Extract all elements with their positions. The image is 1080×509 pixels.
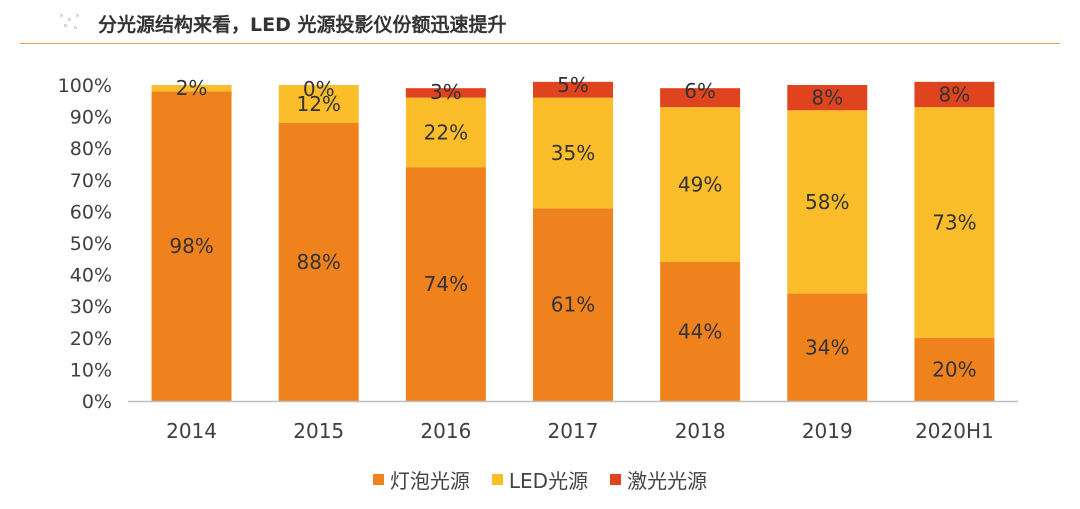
x-tick-label: 2014 — [166, 419, 217, 443]
bar-segment — [914, 107, 995, 338]
bar-segment — [660, 88, 741, 108]
data-label: 61% — [551, 293, 595, 317]
data-label: 3% — [430, 80, 462, 104]
data-label: 8% — [939, 82, 971, 106]
x-tick-label: 2020H1 — [915, 419, 994, 443]
data-label: 22% — [424, 120, 468, 144]
y-tick-label: 10% — [70, 359, 112, 381]
y-tick-label: 40% — [70, 265, 112, 287]
data-label: 88% — [296, 250, 340, 274]
legend-swatch-bulb — [372, 473, 384, 485]
data-label: 35% — [551, 141, 595, 165]
x-tick-label: 2017 — [548, 419, 599, 443]
data-label: 0% — [303, 77, 335, 101]
y-tick-label: 80% — [70, 138, 112, 160]
legend-item-led: LED光源 — [491, 465, 589, 494]
data-label: 98% — [169, 234, 213, 258]
y-tick-label: 70% — [70, 170, 112, 192]
x-tick-label: 2018 — [675, 419, 726, 443]
bar-segment — [533, 81, 613, 98]
data-label: 44% — [678, 319, 722, 343]
bar-segment — [278, 85, 359, 123]
bar-segment — [787, 110, 868, 294]
data-label: 5% — [557, 73, 589, 97]
bar-segment — [533, 208, 613, 401]
bar-segment — [914, 81, 995, 108]
bar-segment — [151, 91, 232, 401]
x-tick-label: 2016 — [420, 419, 471, 443]
data-label: 20% — [932, 357, 976, 381]
bar-segment — [787, 85, 868, 111]
data-label: 8% — [811, 86, 843, 110]
bar-segment — [278, 122, 359, 402]
bar-segment — [914, 337, 995, 401]
legend-swatch-laser — [610, 473, 622, 485]
bar-segment — [151, 85, 232, 92]
bar-segment — [405, 97, 486, 168]
legend-item-bulb: 灯泡光源 — [372, 465, 470, 494]
legend-label-led: LED光源 — [508, 468, 589, 493]
bar-segment — [533, 97, 613, 209]
y-tick-label: 30% — [70, 296, 112, 318]
data-label: 73% — [932, 210, 976, 234]
header-marker-icon — [60, 14, 82, 32]
y-tick-label: 100% — [58, 75, 112, 97]
data-label: 58% — [805, 190, 849, 214]
legend-swatch-led — [491, 473, 503, 485]
chart-header: 分光源结构来看，LED 光源投影仪份额迅速提升 — [0, 0, 1080, 46]
data-label: 12% — [296, 92, 340, 116]
y-tick-label: 0% — [82, 391, 112, 413]
bar-segment — [405, 167, 486, 401]
bar-segment — [405, 88, 486, 98]
x-tick-label: 2019 — [802, 419, 853, 443]
chart-legend: 灯泡光源 LED光源 激光光源 — [0, 464, 1080, 494]
title-divider — [20, 43, 1060, 44]
chart-title: 分光源结构来看，LED 光源投影仪份额迅速提升 — [98, 14, 507, 36]
legend-label-laser: 激光光源 — [627, 468, 708, 493]
y-tick-label: 90% — [70, 107, 112, 129]
bar-segment — [660, 107, 741, 262]
legend-item-laser: 激光光源 — [610, 465, 707, 494]
y-tick-label: 20% — [70, 328, 112, 350]
bar-segment — [660, 261, 741, 401]
x-tick-label: 2015 — [293, 419, 344, 443]
y-tick-label: 60% — [70, 201, 112, 223]
data-label: 6% — [684, 79, 716, 103]
legend-label-bulb: 灯泡光源 — [389, 468, 470, 493]
data-label: 34% — [805, 335, 849, 359]
data-label: 2% — [176, 76, 208, 100]
bar-segment — [787, 293, 868, 401]
data-label: 49% — [678, 173, 722, 197]
data-label: 74% — [424, 272, 468, 296]
y-tick-label: 50% — [70, 233, 112, 255]
